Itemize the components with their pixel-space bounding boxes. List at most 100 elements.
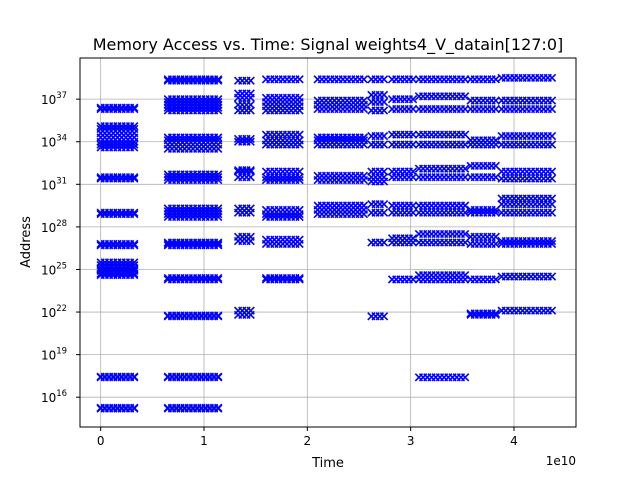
- y-tick-label: 1028: [41, 219, 67, 235]
- data-point-marker: [214, 238, 223, 247]
- data-point-marker: [460, 164, 470, 173]
- data-point-marker: [214, 173, 223, 182]
- data-point-marker: [547, 239, 557, 249]
- data-point-marker: [547, 194, 557, 203]
- y-tick-label: 1037: [41, 91, 67, 107]
- data-point-marker: [359, 96, 369, 105]
- data-point-marker: [295, 167, 304, 176]
- data-point-marker: [547, 306, 557, 315]
- x-tick-label: 0: [97, 434, 105, 448]
- data-point-marker: [379, 208, 389, 217]
- data-point-marker: [295, 75, 304, 84]
- y-tick-label: 1031: [41, 176, 67, 192]
- x-axis-ticks: 0 1 2 3 4: [97, 427, 518, 448]
- data-point-marker: [214, 94, 223, 104]
- data-point-marker: [359, 136, 369, 145]
- data-point-marker: [246, 306, 255, 315]
- marker-layer: [96, 73, 557, 413]
- data-point-marker: [379, 90, 389, 100]
- data-point-marker: [130, 239, 139, 249]
- data-point-marker: [491, 75, 500, 84]
- data-point-marker: [379, 200, 389, 209]
- data-point-marker: [491, 275, 500, 284]
- data-point-marker: [246, 137, 255, 146]
- data-point-marker: [214, 403, 223, 413]
- data-point-marker: [359, 171, 369, 180]
- data-point-marker: [547, 104, 557, 114]
- y-tick-label: 1034: [41, 134, 67, 150]
- data-point-marker: [246, 134, 255, 144]
- data-point-marker: [295, 212, 304, 222]
- data-point-marker: [547, 174, 557, 183]
- data-point-marker: [359, 75, 369, 84]
- data-point-marker: [379, 140, 389, 149]
- data-point-marker: [547, 167, 557, 176]
- y-axis-label: Address: [19, 216, 34, 268]
- y-tick-label: 1016: [41, 389, 67, 405]
- data-point-marker: [246, 76, 255, 85]
- data-point-marker: [130, 121, 139, 131]
- data-point-marker: [547, 96, 557, 105]
- data-point-marker: [491, 309, 500, 318]
- data-point-marker: [295, 93, 304, 102]
- data-point-marker: [460, 373, 470, 382]
- data-point-marker: [214, 97, 223, 107]
- data-point-marker: [379, 97, 389, 107]
- data-point-marker: [214, 170, 223, 179]
- x-offset-label: 1e10: [546, 454, 576, 468]
- data-point-marker: [130, 173, 139, 182]
- x-axis-label: Time: [311, 456, 344, 471]
- data-point-marker: [460, 201, 470, 210]
- data-point-marker: [547, 272, 557, 281]
- chart-title: Memory Access vs. Time: Signal weights4_…: [93, 35, 563, 55]
- data-point-marker: [379, 167, 389, 176]
- data-point-marker: [295, 130, 304, 139]
- y-tick-label: 1025: [41, 261, 67, 277]
- data-point-marker: [408, 94, 418, 104]
- data-point-marker: [214, 75, 223, 84]
- data-point-marker: [295, 273, 304, 283]
- data-point-marker: [130, 403, 139, 413]
- data-point-marker: [359, 133, 369, 142]
- data-point-marker: [547, 208, 557, 217]
- x-tick-label: 3: [407, 434, 415, 448]
- data-point-marker: [246, 100, 255, 110]
- data-point-marker: [246, 204, 255, 213]
- data-point-marker: [547, 131, 557, 141]
- x-tick-label: 1: [200, 434, 208, 448]
- data-point-marker: [130, 258, 139, 267]
- data-point-marker: [214, 136, 223, 145]
- data-point-marker: [547, 236, 557, 246]
- data-point-marker: [214, 311, 223, 320]
- data-point-marker: [408, 234, 418, 243]
- data-point-marker: [214, 133, 223, 142]
- data-point-marker: [547, 73, 557, 83]
- data-point-marker: [130, 103, 139, 112]
- data-point-marker: [246, 89, 255, 98]
- data-point-marker: [359, 201, 369, 210]
- data-point-marker: [379, 312, 389, 321]
- data-point-marker: [130, 124, 139, 134]
- data-point-marker: [246, 232, 255, 241]
- data-point-marker: [214, 204, 223, 213]
- data-point-marker: [130, 372, 139, 381]
- data-point-marker: [491, 232, 500, 241]
- data-point-marker: [214, 207, 223, 216]
- data-point-marker: [460, 92, 470, 101]
- y-axis-ticks: 1016 1019 1022 1025 1028 1031 1034 1037: [41, 91, 80, 405]
- data-point-marker: [379, 131, 389, 141]
- data-point-marker: [130, 261, 139, 270]
- x-tick-label: 2: [304, 434, 312, 448]
- plot-frame: [79, 57, 577, 428]
- x-tick-label: 4: [510, 434, 518, 448]
- data-point-marker: [295, 235, 304, 244]
- data-point-marker: [295, 175, 304, 185]
- y-tick-label: 1019: [41, 347, 67, 363]
- data-point-marker: [295, 205, 304, 215]
- data-point-marker: [460, 270, 470, 280]
- data-point-marker: [130, 140, 139, 149]
- data-point-marker: [214, 273, 223, 283]
- data-point-marker: [379, 238, 389, 247]
- data-point-marker: [379, 106, 389, 115]
